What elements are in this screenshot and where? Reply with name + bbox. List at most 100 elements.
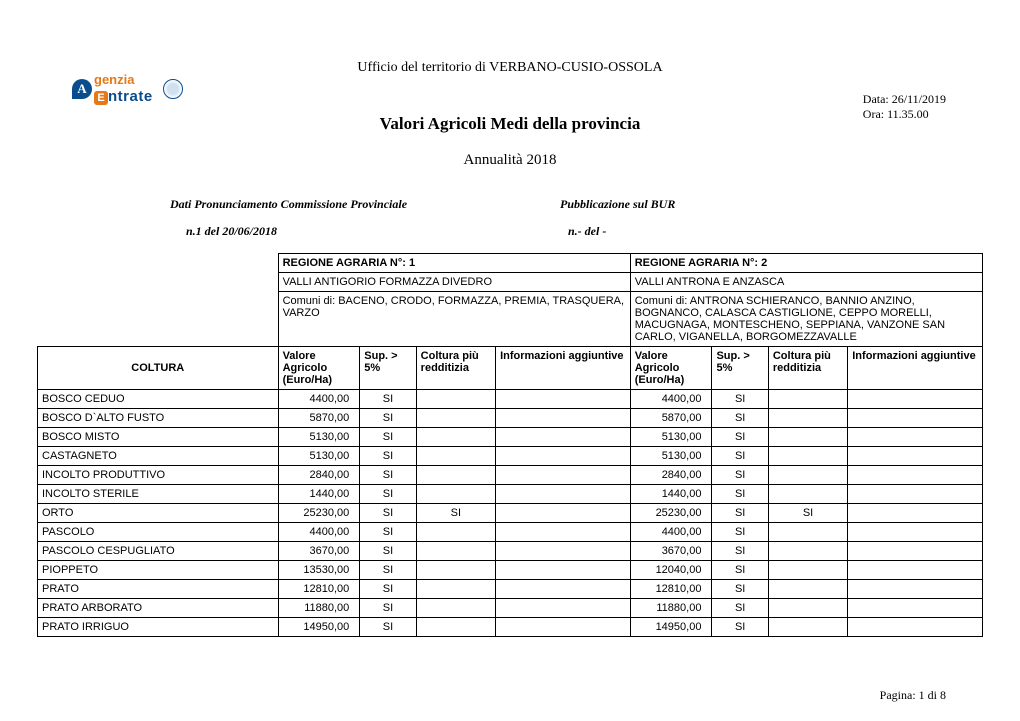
cell-sup-1: SI <box>360 447 416 466</box>
cell-info-1 <box>496 504 631 523</box>
cell-valore-2: 5130,00 <box>630 447 712 466</box>
cell-redditizia-1 <box>416 447 495 466</box>
cell-sup-2: SI <box>712 390 768 409</box>
cell-redditizia-2 <box>768 390 847 409</box>
cell-valore-1: 5870,00 <box>278 409 360 428</box>
cell-valore-1: 14950,00 <box>278 618 360 637</box>
table-row: PIOPPETO13530,00SI12040,00SI <box>38 561 983 580</box>
cell-info-2 <box>848 409 983 428</box>
table-row: PRATO12810,00SI12810,00SI <box>38 580 983 599</box>
cell-redditizia-1 <box>416 485 495 504</box>
cell-valore-2: 5130,00 <box>630 428 712 447</box>
cell-info-2 <box>848 561 983 580</box>
cell-sup-1: SI <box>360 390 416 409</box>
cell-valore-1: 4400,00 <box>278 390 360 409</box>
region1-title: REGIONE AGRARIA N°: 1 <box>278 254 630 273</box>
cell-valore-1: 25230,00 <box>278 504 360 523</box>
cell-sup-1: SI <box>360 466 416 485</box>
cell-sup-2: SI <box>712 447 768 466</box>
logo-text-1: genzia <box>94 72 134 87</box>
cell-sup-2: SI <box>712 409 768 428</box>
cell-sup-1: SI <box>360 580 416 599</box>
cell-redditizia-1 <box>416 618 495 637</box>
cell-coltura: PRATO IRRIGUO <box>38 618 279 637</box>
cell-sup-2: SI <box>712 466 768 485</box>
table-row: BOSCO MISTO5130,00SI5130,00SI <box>38 428 983 447</box>
cell-info-1 <box>496 428 631 447</box>
cell-redditizia-2: SI <box>768 504 847 523</box>
cell-info-1 <box>496 447 631 466</box>
cell-info-1 <box>496 599 631 618</box>
table-row: CASTAGNETO5130,00SI5130,00SI <box>38 447 983 466</box>
cell-info-1 <box>496 390 631 409</box>
cell-info-2 <box>848 447 983 466</box>
cell-valore-1: 2840,00 <box>278 466 360 485</box>
cell-info-2 <box>848 504 983 523</box>
table-row: PASCOLO4400,00SI4400,00SI <box>38 523 983 542</box>
cell-sup-2: SI <box>712 428 768 447</box>
cell-valore-2: 3670,00 <box>630 542 712 561</box>
meta-bur-value: n.- del - <box>468 224 850 239</box>
table-row: PRATO IRRIGUO14950,00SI14950,00SI <box>38 618 983 637</box>
cell-info-1 <box>496 580 631 599</box>
cell-valore-2: 11880,00 <box>630 599 712 618</box>
cell-coltura: PASCOLO <box>38 523 279 542</box>
cell-valore-1: 4400,00 <box>278 523 360 542</box>
cell-redditizia-2 <box>768 523 847 542</box>
cell-info-2 <box>848 618 983 637</box>
date-block: Data: 26/11/2019 Ora: 11.35.00 <box>863 92 946 122</box>
emblem-icon <box>163 79 183 99</box>
cell-valore-2: 2840,00 <box>630 466 712 485</box>
col-info-1: Informazioni aggiuntive <box>496 347 631 390</box>
cell-valore-2: 1440,00 <box>630 485 712 504</box>
time-value: Ora: 11.35.00 <box>863 107 946 122</box>
cell-valore-2: 4400,00 <box>630 523 712 542</box>
cell-redditizia-2 <box>768 428 847 447</box>
cell-valore-1: 12810,00 <box>278 580 360 599</box>
cell-info-1 <box>496 523 631 542</box>
page-title: Valori Agricoli Medi della provincia <box>30 114 990 134</box>
cell-redditizia-2 <box>768 466 847 485</box>
cell-sup-2: SI <box>712 599 768 618</box>
cell-valore-1: 5130,00 <box>278 447 360 466</box>
cell-redditizia-2 <box>768 580 847 599</box>
cell-valore-2: 12810,00 <box>630 580 712 599</box>
cell-redditizia-2 <box>768 447 847 466</box>
cell-coltura: INCOLTO PRODUTTIVO <box>38 466 279 485</box>
meta-commission-value: n.1 del 20/06/2018 <box>170 224 468 239</box>
col-sup-2: Sup. > 5% <box>712 347 768 390</box>
cell-sup-2: SI <box>712 618 768 637</box>
date-value: Data: 26/11/2019 <box>863 92 946 107</box>
cell-coltura: BOSCO MISTO <box>38 428 279 447</box>
cell-redditizia-1: SI <box>416 504 495 523</box>
cell-sup-1: SI <box>360 542 416 561</box>
cell-sup-2: SI <box>712 485 768 504</box>
cell-coltura: ORTO <box>38 504 279 523</box>
cell-info-1 <box>496 485 631 504</box>
cell-info-1 <box>496 561 631 580</box>
cell-sup-1: SI <box>360 504 416 523</box>
cell-redditizia-1 <box>416 428 495 447</box>
cell-coltura: BOSCO CEDUO <box>38 390 279 409</box>
cell-redditizia-2 <box>768 618 847 637</box>
table-row: INCOLTO PRODUTTIVO2840,00SI2840,00SI <box>38 466 983 485</box>
cell-valore-1: 3670,00 <box>278 542 360 561</box>
meta-commission-label: Dati Pronunciamento Commissione Provinci… <box>170 197 460 212</box>
cell-coltura: CASTAGNETO <box>38 447 279 466</box>
cell-redditizia-2 <box>768 599 847 618</box>
cell-valore-1: 1440,00 <box>278 485 360 504</box>
region2-title: REGIONE AGRARIA N°: 2 <box>630 254 982 273</box>
cell-redditizia-1 <box>416 466 495 485</box>
logo-a-icon: A <box>72 79 92 99</box>
cell-sup-1: SI <box>360 485 416 504</box>
cell-redditizia-2 <box>768 485 847 504</box>
column-header-row: COLTURA Valore Agricolo (Euro/Ha) Sup. >… <box>38 347 983 390</box>
cell-redditizia-2 <box>768 542 847 561</box>
region1-comuni: Comuni di: BACENO, CRODO, FORMAZZA, PREM… <box>278 292 630 347</box>
meta-bur-label: Pubblicazione sul BUR <box>460 197 850 212</box>
cell-info-1 <box>496 542 631 561</box>
cell-valore-2: 4400,00 <box>630 390 712 409</box>
cell-info-2 <box>848 485 983 504</box>
col-redditizia-2: Coltura più redditizia <box>768 347 847 390</box>
cell-sup-2: SI <box>712 504 768 523</box>
